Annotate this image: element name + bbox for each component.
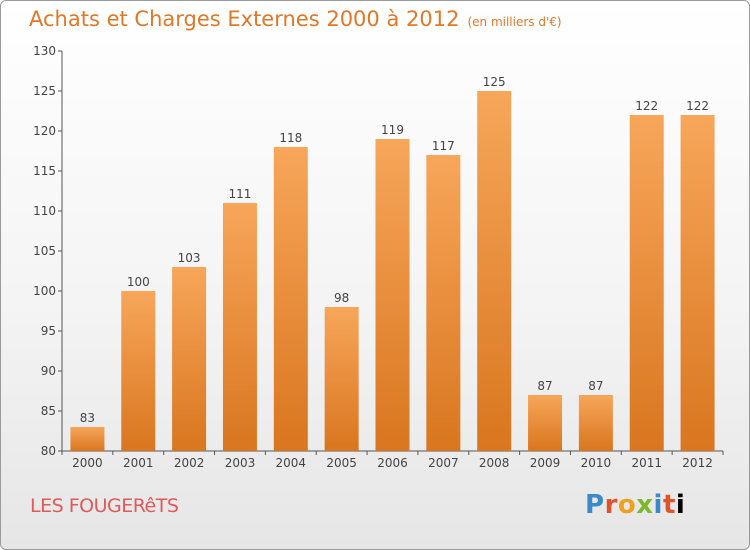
y-tick-label: 120 — [33, 124, 56, 138]
data-label: 111 — [229, 187, 252, 201]
axes: 80 85 90 95 100 105 110 115 120 125 130 — [33, 44, 724, 458]
bar — [477, 91, 512, 451]
bar — [222, 203, 257, 451]
x-tick-label: 2008 — [479, 456, 510, 470]
y-tick-label: 125 — [33, 84, 56, 98]
y-tick-label: 130 — [33, 44, 56, 58]
labels: 83 2000 100 2001 103 2002 111 2003 118 2004 98 2005… — [72, 75, 713, 470]
x-tick-label: 2004 — [276, 456, 307, 470]
data-label: 83 — [80, 411, 95, 425]
x-tick-label: 2009 — [530, 456, 561, 470]
logo-letter: P — [585, 490, 605, 520]
y-tick-label: 105 — [33, 244, 56, 258]
logo-letter: o — [617, 490, 637, 520]
logo-letter: i — [675, 490, 686, 520]
bar — [121, 291, 156, 451]
y-tick-label: 95 — [41, 324, 56, 338]
y-tick-label: 80 — [41, 444, 56, 458]
y-tick-label: 85 — [41, 404, 56, 418]
bar — [172, 267, 207, 451]
chart-unit: (en milliers d'€) — [467, 15, 562, 29]
bar — [680, 115, 715, 451]
chart-title: Achats et Charges Externes 2000 à 2012 (e… — [29, 7, 562, 31]
x-tick-label: 2001 — [123, 456, 154, 470]
y-tick-label: 115 — [33, 164, 56, 178]
bar — [528, 395, 563, 451]
chart-title-text: Achats et Charges Externes 2000 à 2012 — [29, 7, 460, 31]
logo-letter: t — [662, 490, 676, 520]
data-label: 98 — [334, 291, 349, 305]
bars — [70, 91, 715, 451]
data-label: 100 — [127, 275, 150, 289]
bar — [375, 139, 410, 451]
y-tick-label: 110 — [33, 204, 56, 218]
x-tick-label: 2011 — [631, 456, 662, 470]
y-tick-label: 100 — [33, 284, 56, 298]
bar — [629, 115, 664, 451]
x-tick-label: 2007 — [428, 456, 459, 470]
data-label: 122 — [635, 99, 658, 113]
bar — [324, 307, 359, 451]
data-label: 117 — [432, 139, 455, 153]
data-label: 125 — [483, 75, 506, 89]
data-label: 87 — [537, 379, 552, 393]
data-label: 103 — [178, 251, 201, 265]
x-tick-label: 2010 — [581, 456, 612, 470]
data-label: 119 — [381, 123, 404, 137]
x-tick-label: 2012 — [682, 456, 713, 470]
logo-letter: i — [653, 490, 663, 520]
proxiti-logo: Proxiti — [585, 490, 685, 520]
data-label: 87 — [588, 379, 603, 393]
data-label: 118 — [279, 131, 302, 145]
logo-letter: x — [636, 490, 654, 520]
x-tick-label: 2005 — [326, 456, 357, 470]
data-label: 122 — [686, 99, 709, 113]
logo-letter: r — [604, 490, 618, 520]
bar — [70, 427, 105, 451]
bar — [426, 155, 461, 451]
x-tick-label: 2003 — [225, 456, 256, 470]
x-tick-label: 2002 — [174, 456, 205, 470]
y-tick-label: 90 — [41, 364, 56, 378]
bar — [273, 147, 308, 451]
commune-name: LES FOUGERêTS — [30, 495, 179, 517]
bar — [578, 395, 613, 451]
x-tick-label: 2000 — [72, 456, 103, 470]
x-tick-label: 2006 — [377, 456, 408, 470]
